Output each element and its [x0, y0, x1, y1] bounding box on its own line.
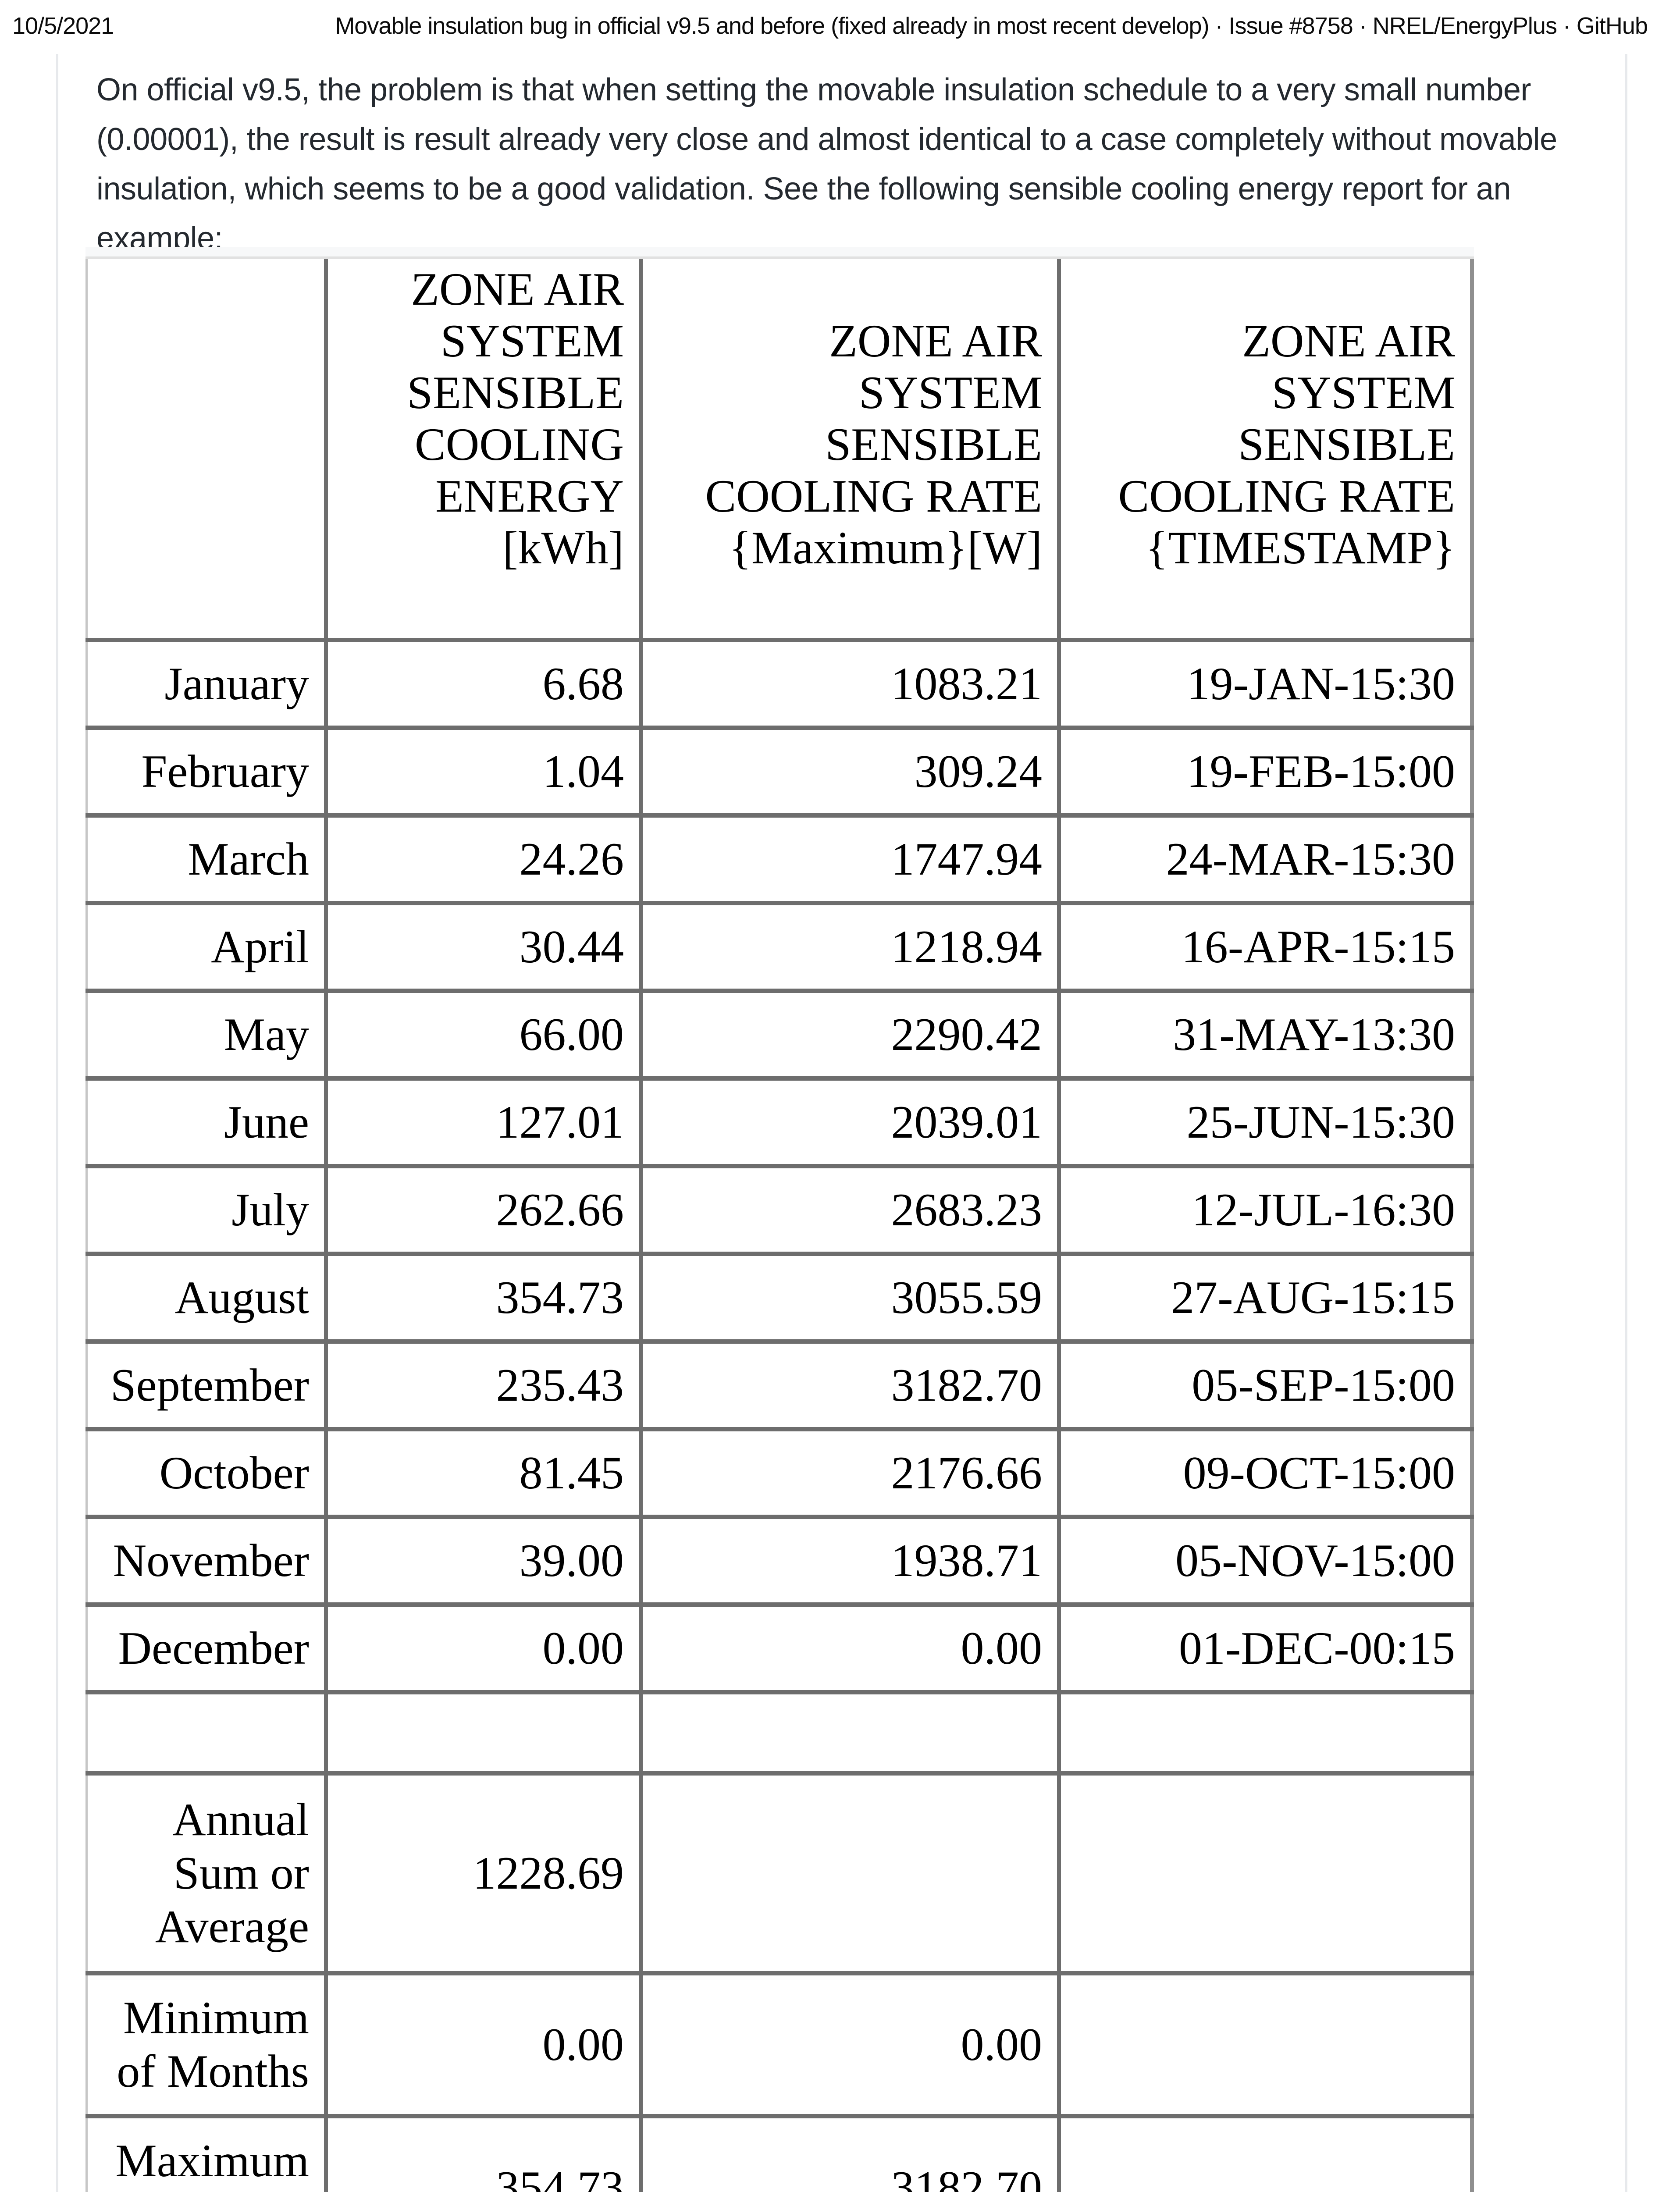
cell-rate: 1747.94: [641, 815, 1061, 905]
print-header: 10/5/2021 Movable insulation bug in offi…: [12, 12, 1648, 39]
table-row: Minimum of Months 0.00 0.00: [86, 1973, 1472, 2118]
table-row: [86, 1692, 1472, 1776]
cell-rate: 3055.59: [641, 1254, 1061, 1344]
cell-label: May: [86, 991, 328, 1081]
page-title: Movable insulation bug in official v9.5 …: [335, 13, 1648, 39]
cell-energy: 0.00: [326, 1605, 643, 1694]
cooling-report-table: ZONE AIR SYSTEM SENSIBLE COOLING ENERGY …: [85, 259, 1474, 2192]
cell-energy: 262.66: [326, 1166, 643, 1256]
cell-label: November: [86, 1517, 328, 1607]
col-header-blank: [86, 259, 328, 642]
table-row: February 1.04 309.24 19-FEB-15:00: [86, 728, 1472, 818]
cell-rate: 3182.70: [641, 1342, 1061, 1431]
cell-rate: 0.00: [641, 1605, 1061, 1694]
cell-rate: 2176.66: [641, 1429, 1061, 1519]
cell-label: Minimum of Months: [86, 1973, 328, 2118]
cell-label: October: [86, 1429, 328, 1519]
cell-energy: 6.68: [326, 640, 643, 730]
table-row: May 66.00 2290.42 31-MAY-13:30: [86, 991, 1472, 1081]
cell-rate: 0.00: [641, 1973, 1061, 2118]
cell-energy: 354.73: [326, 1254, 643, 1344]
issue-comment-text: On official v9.5, the problem is that wh…: [96, 65, 1557, 263]
cell-energy: 1228.69: [326, 1773, 643, 1975]
cell-label: Maximum of Months: [86, 2116, 328, 2192]
cell-rate: 1083.21: [641, 640, 1061, 730]
cell-timestamp: 12-JUL-16:30: [1059, 1166, 1472, 1256]
table-row: Annual Sum or Average 1228.69: [86, 1773, 1472, 1975]
cell-timestamp: 16-APR-15:15: [1059, 903, 1472, 993]
cell-rate: 2683.23: [641, 1166, 1061, 1256]
cell-timestamp: 19-FEB-15:00: [1059, 728, 1472, 818]
print-date: 10/5/2021: [12, 13, 114, 39]
cell-energy: 0.00: [326, 1973, 643, 2118]
table-row: April 30.44 1218.94 16-APR-15:15: [86, 903, 1472, 993]
cell-rate: 2290.42: [641, 991, 1061, 1081]
table-row: November 39.00 1938.71 05-NOV-15:00: [86, 1517, 1472, 1607]
cell-rate: 2039.01: [641, 1078, 1061, 1168]
cell-label: September: [86, 1342, 328, 1431]
table-header-row: ZONE AIR SYSTEM SENSIBLE COOLING ENERGY …: [86, 259, 1472, 642]
cell-label: March: [86, 815, 328, 905]
cell-label: [86, 1692, 328, 1776]
cell-rate: [641, 1692, 1061, 1776]
cell-timestamp: 27-AUG-15:15: [1059, 1254, 1472, 1344]
cell-energy: 1.04: [326, 728, 643, 818]
cell-energy: [326, 1692, 643, 1776]
cell-label: April: [86, 903, 328, 993]
cell-energy: 24.26: [326, 815, 643, 905]
cell-rate: 1218.94: [641, 903, 1061, 993]
table-row: December 0.00 0.00 01-DEC-00:15: [86, 1605, 1472, 1694]
cell-timestamp: 24-MAR-15:30: [1059, 815, 1472, 905]
cell-timestamp: [1059, 1692, 1472, 1776]
cell-label: August: [86, 1254, 328, 1344]
table-row: July 262.66 2683.23 12-JUL-16:30: [86, 1166, 1472, 1256]
comment-line: insulation, which seems to be a good val…: [96, 171, 1511, 206]
cell-rate: 1938.71: [641, 1517, 1061, 1607]
cell-timestamp: 31-MAY-13:30: [1059, 991, 1472, 1081]
cell-energy: 354.73: [326, 2116, 643, 2192]
table-row: October 81.45 2176.66 09-OCT-15:00: [86, 1429, 1472, 1519]
report-top-strip: [85, 247, 1474, 259]
cell-timestamp: [1059, 2116, 1472, 2192]
cell-energy: 39.00: [326, 1517, 643, 1607]
cell-timestamp: 05-SEP-15:00: [1059, 1342, 1472, 1431]
table-body: January 6.68 1083.21 19-JAN-15:30 February 1.…: [86, 640, 1472, 2192]
cell-timestamp: 19-JAN-15:30: [1059, 640, 1472, 730]
cell-rate: [641, 1773, 1061, 1975]
cell-timestamp: [1059, 1973, 1472, 2118]
cell-energy: 81.45: [326, 1429, 643, 1519]
table-row: January 6.68 1083.21 19-JAN-15:30: [86, 640, 1472, 730]
cell-energy: 127.01: [326, 1078, 643, 1168]
cell-timestamp: [1059, 1773, 1472, 1975]
cell-label: Annual Sum or Average: [86, 1773, 328, 1975]
cell-label: July: [86, 1166, 328, 1256]
col-header-rate-max: ZONE AIR SYSTEM SENSIBLE COOLING RATE {M…: [641, 259, 1061, 642]
table-row: March 24.26 1747.94 24-MAR-15:30: [86, 815, 1472, 905]
cell-energy: 66.00: [326, 991, 643, 1081]
table-row: June 127.01 2039.01 25-JUN-15:30: [86, 1078, 1472, 1168]
cell-timestamp: 09-OCT-15:00: [1059, 1429, 1472, 1519]
cell-energy: 235.43: [326, 1342, 643, 1431]
cell-timestamp: 01-DEC-00:15: [1059, 1605, 1472, 1694]
col-header-energy: ZONE AIR SYSTEM SENSIBLE COOLING ENERGY …: [326, 259, 643, 642]
cell-label: February: [86, 728, 328, 818]
cell-label: December: [86, 1605, 328, 1694]
col-header-rate-timestamp: ZONE AIR SYSTEM SENSIBLE COOLING RATE {T…: [1059, 259, 1472, 642]
cell-label: January: [86, 640, 328, 730]
cell-rate: 309.24: [641, 728, 1061, 818]
comment-line: (0.00001), the result is result already …: [96, 122, 1557, 157]
cell-rate: 3182.70: [641, 2116, 1061, 2192]
cell-timestamp: 25-JUN-15:30: [1059, 1078, 1472, 1168]
cell-label: June: [86, 1078, 328, 1168]
table-row: August 354.73 3055.59 27-AUG-15:15: [86, 1254, 1472, 1344]
report-table-image: ZONE AIR SYSTEM SENSIBLE COOLING ENERGY …: [85, 247, 1474, 2192]
cell-energy: 30.44: [326, 903, 643, 993]
cell-timestamp: 05-NOV-15:00: [1059, 1517, 1472, 1607]
comment-container: On official v9.5, the problem is that wh…: [56, 54, 1627, 2192]
comment-line: On official v9.5, the problem is that wh…: [96, 72, 1531, 107]
table-row: September 235.43 3182.70 05-SEP-15:00: [86, 1342, 1472, 1431]
